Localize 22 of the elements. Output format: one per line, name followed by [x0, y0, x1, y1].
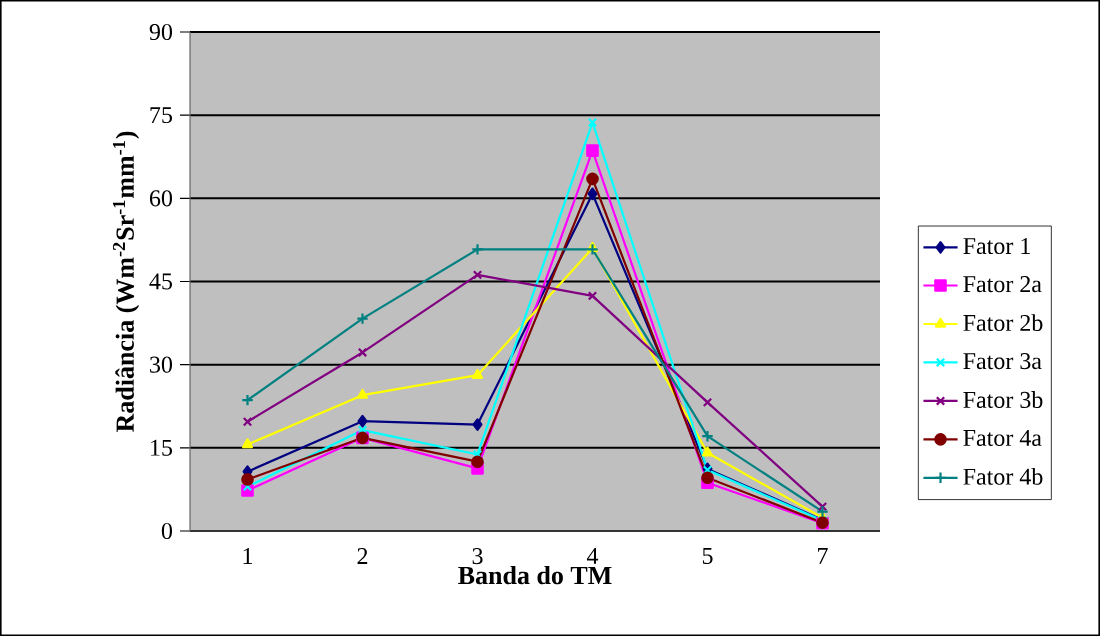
legend-label: Fator 2a	[963, 276, 1042, 293]
x-tick-label: 2	[357, 548, 368, 564]
y-tick-label: 0	[161, 522, 173, 540]
y-tick-label: 60	[149, 190, 173, 207]
x-tick-label: 1	[243, 548, 253, 564]
legend-label: Fator 3b	[963, 391, 1043, 408]
legend-label: Fator 1	[963, 238, 1030, 255]
legend-label: Fator 4b	[963, 467, 1043, 485]
x-tick-label: 3	[472, 548, 483, 565]
text: Radiância (Wm$^{-2}$Sr$^{-1}$mm$^{-1}$)	[112, 131, 140, 433]
x-tick-label: 7	[818, 548, 828, 564]
legend-label: Fator 2b	[963, 314, 1043, 332]
y-tick-label: 15	[151, 439, 173, 456]
y-tick-label: 75	[150, 107, 173, 124]
legend-label: Fator 3a	[963, 353, 1042, 370]
legend-label: Fator 4a	[963, 429, 1042, 446]
x-axis-title: Banda do TM	[458, 565, 612, 585]
y-tick-label: 30	[150, 356, 173, 373]
x-tick-label: 4	[586, 548, 599, 564]
y-tick-label: 90	[149, 23, 173, 41]
y-tick-label: 45	[149, 273, 173, 290]
x-tick-label: 5	[702, 548, 713, 564]
